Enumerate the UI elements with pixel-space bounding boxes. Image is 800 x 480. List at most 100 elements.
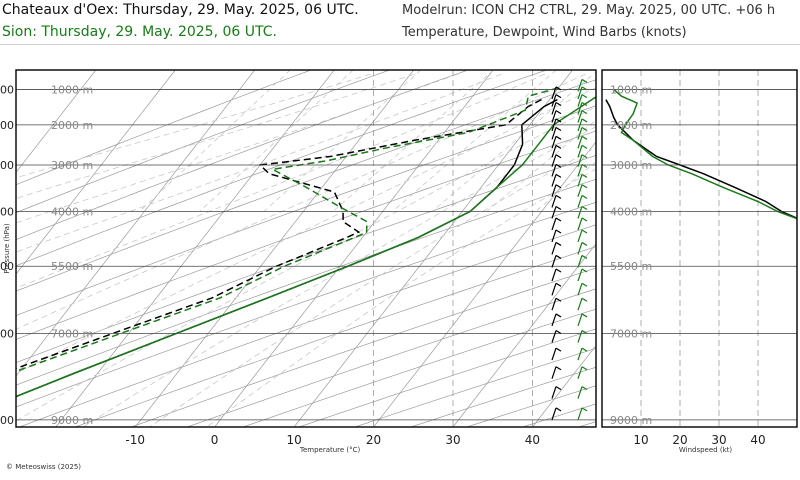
wind-barb-flag [581,282,588,287]
wind-barb-flag [555,313,562,318]
wind-barb [551,164,557,177]
wind-barb-flag [555,154,562,159]
wind-barb [551,154,557,167]
wind-barb-flag [555,94,562,99]
dry-adiabat-line [16,105,596,317]
dry-adiabat-line [243,308,596,427]
wind-barb [577,110,583,123]
moist-adiabat-line [16,87,596,375]
height-label: 1000 m [51,83,93,96]
wind-barb-flag [581,144,588,149]
wind-barb [551,195,557,208]
wind-barb [551,145,557,158]
pressure-tick-label: 300 [0,414,14,427]
wind-barb [577,102,583,115]
windspeed-tick-label: 10 [633,433,648,447]
wind-barb [577,386,583,399]
wind-barb-flag [581,241,588,246]
wind-barb-flag [581,205,588,211]
temperature-tick-label: 10 [286,433,301,447]
mixing-ratio-line [392,70,557,212]
wind-barb [551,298,557,311]
pressure-tick-label: 400 [0,327,14,340]
wind-barb-flag [581,86,588,91]
wind-barb-flag [555,347,562,352]
dry-adiabat-line [16,79,596,292]
windspeed-tick-label: 30 [711,433,726,447]
dry-adiabat-line [16,130,596,340]
wind-barb-flag [581,229,588,234]
wind-barb [577,195,583,208]
dry-adiabat-line [19,224,596,427]
moist-adiabat-line [16,73,502,253]
wind-barb [551,386,557,399]
wind-barb [577,229,583,243]
isotherm-line [373,141,596,427]
dry-adiabat-line [16,178,596,386]
mixing-ratio-line [199,70,354,212]
dry-adiabat-line [16,70,469,241]
pressure-tick-label: 900 [0,83,14,96]
wind-barb-flag [555,110,562,115]
dry-adiabat-line [16,70,390,213]
wind-barb [551,330,557,343]
copyright-label: © Meteoswiss (2025) [6,463,82,471]
dry-adiabat-line [16,201,596,408]
temperature-tick-label: -10 [125,433,145,447]
wind-height-label: 3000 m [610,159,652,172]
moist-adiabat-line [149,146,596,427]
wind-barb-flag [581,297,588,302]
wind-barb-flag [581,366,588,371]
dewpoint-profile-line [16,86,559,373]
temperature-tick-label: 40 [525,433,540,447]
wind-barb [551,217,557,231]
wind-height-label: 9000 m [610,414,652,427]
wind-height-label: 4000 m [610,205,652,218]
wind-barb [577,79,583,92]
wind-barb [551,184,557,197]
wind-barb [551,242,557,255]
wind-barb [577,145,583,158]
wind-barb-flag [555,135,562,140]
wind-plot-area [605,70,797,427]
moist-adiabat-line [16,106,596,422]
wind-barb [577,242,583,255]
wind-barb-flag [555,386,562,391]
wind-barb [577,174,583,187]
isotherm-line [16,70,176,275]
chart-subtitle: Temperature, Dewpoint, Wind Barbs (knots… [402,25,687,40]
header-divider [0,44,800,45]
wind-barb-flag [555,241,562,246]
height-label: 5500 m [51,260,93,273]
dry-adiabat-line [16,70,311,186]
pressure-tick-label: 600 [0,205,14,218]
pressure-tick-label: 800 [0,119,14,132]
windspeed-axis-label: Windspeed (kt) [679,446,732,454]
wind-barb [551,313,557,327]
dry-adiabat-line [131,267,596,427]
wind-barb [551,255,557,268]
wind-barb-flag [581,94,588,99]
wind-barb [577,298,583,311]
wind-barb-flag [581,154,588,159]
wind-barb-flag [581,194,588,199]
wind-barb-flag [555,194,562,199]
wind-barb [577,347,583,361]
wind-barb-flag [555,205,562,211]
dry-adiabat-line [16,70,547,267]
wind-barb-flag [555,297,562,302]
dry-adiabat-line [691,70,800,427]
wind-barb-flag [555,173,562,178]
wind-height-label: 2000 m [610,119,652,132]
wind-barb-flag [581,101,588,107]
wind-barb-flag [581,126,588,131]
wind-barb [551,347,557,361]
wind-barb [577,268,583,282]
wind-barb [551,127,557,140]
wind-barb-flag [581,163,588,168]
wind-barb [551,206,557,219]
wind-barb-flag [581,118,588,123]
wind-barb [577,313,583,327]
wind-barb [551,110,557,123]
